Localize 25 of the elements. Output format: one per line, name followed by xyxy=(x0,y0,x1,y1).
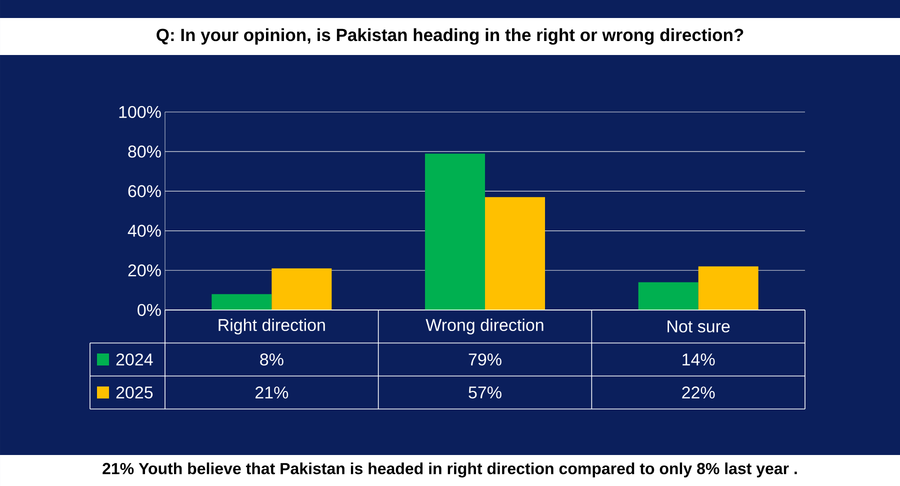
y-tick-label: 60% xyxy=(128,185,161,198)
legend-label: 2024 xyxy=(116,353,153,366)
data-label: 57% xyxy=(468,386,502,398)
y-tick-label: 40% xyxy=(128,224,161,237)
y-tick-label: 100% xyxy=(119,106,161,118)
data-label: 8% xyxy=(260,353,284,366)
data-label: 22% xyxy=(682,386,715,398)
y-tick-label: 20% xyxy=(128,264,161,276)
chart-title: Q: In your opinion, is Pakistan heading in the right or wrong direction? xyxy=(156,28,744,45)
x-tick-label: Right direction xyxy=(218,318,325,334)
data-label: 21% xyxy=(256,386,288,398)
bar xyxy=(638,282,698,310)
y-tick-label: 80% xyxy=(128,146,161,158)
x-tick-label: Wrong direction xyxy=(426,318,544,334)
data-label: 14% xyxy=(682,354,715,366)
bar xyxy=(212,294,272,310)
bar xyxy=(272,268,332,310)
y-tick-label: 0% xyxy=(138,304,161,316)
legend-label: 2025 xyxy=(116,386,153,399)
text: 21% Youth believe that Pakistan is headed in right direction compared to only 8% last year . xyxy=(102,462,797,478)
bar xyxy=(698,266,758,310)
bar xyxy=(425,154,486,310)
bar xyxy=(485,197,546,310)
data-label: 79% xyxy=(468,353,502,366)
x-tick-label: Not sure xyxy=(668,320,730,332)
